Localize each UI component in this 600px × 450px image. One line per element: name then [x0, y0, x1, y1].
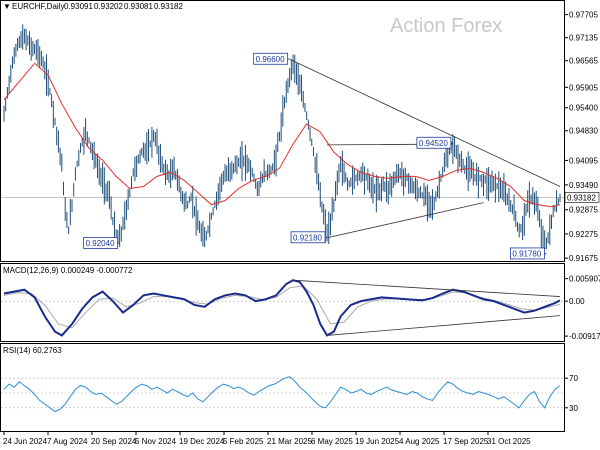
watermark-logo: Action Forex	[390, 15, 502, 37]
x-tick-label: 19 Dec 2024	[179, 437, 225, 446]
moving-average	[3, 62, 561, 208]
macd-title: MACD(12,26,9) 0.000249 -0.000772	[3, 266, 133, 275]
x-tick-label: 20 Sep 2024	[91, 437, 137, 446]
price-tick-label: 0.94095	[569, 156, 598, 165]
annotation-pointer	[287, 58, 290, 60]
ohlc-close: 0.93182	[154, 2, 183, 11]
current-price-box	[564, 192, 600, 203]
x-tick-label: 21 Mar 2025	[267, 437, 312, 446]
price-bars	[3, 24, 561, 250]
annotation-label: 0.92180	[293, 233, 322, 242]
ohlc-low: 0.93081	[124, 2, 153, 11]
annotation-pointer	[544, 253, 547, 255]
x-tick-label: 4 Aug 2025	[399, 437, 440, 446]
macd-trendline	[293, 279, 561, 297]
macd-trendline	[327, 315, 561, 336]
annotation-pointer	[324, 236, 328, 239]
price-tick-label: 0.97705	[569, 11, 598, 20]
annotation-label: 0.94520	[419, 139, 448, 148]
price-tick-label: 0.91675	[569, 254, 598, 263]
rsi-panel-frame	[0, 343, 565, 432]
price-chart-title: EURCHF,Daily	[12, 2, 64, 11]
x-tick-label: 19 Jun 2025	[355, 437, 400, 446]
x-tick-label: 5 Nov 2024	[135, 437, 176, 446]
macd-plot: 0.005907 0.00 -0.009175	[1, 275, 600, 341]
price-panel-frame	[0, 0, 565, 262]
annotation-label: 0.96600	[256, 55, 285, 64]
macd-tick-label: 0.00	[569, 297, 585, 306]
ma-line	[3, 62, 561, 208]
price-tick-label: 0.95400	[569, 104, 598, 113]
x-tick-label: 6 May 2025	[311, 437, 353, 446]
ohlc-high: 0.93202	[94, 2, 123, 11]
x-tick-label: 5 Feb 2025	[223, 437, 264, 446]
price-annotations: 0.92040 0.96600 0.92180 0.94520 0.91780	[83, 52, 547, 260]
current-price-label: 0.93182	[567, 193, 596, 202]
annotation-pointer	[450, 142, 453, 144]
price-tick-label: 0.96565	[569, 57, 598, 66]
macd-tick-label: 0.005907	[569, 275, 600, 284]
rsi-tick-label: 70	[569, 374, 578, 383]
price-tick-label: 0.95905	[569, 83, 598, 92]
price-chart-title-icon: ▼	[3, 2, 11, 11]
rsi-line	[3, 376, 561, 413]
x-tick-label: 31 Oct 2025	[487, 437, 531, 446]
price-axis: 0.97705 0.97135 0.96565 0.95905 0.95400 0.948…	[1, 11, 600, 263]
ohlc-open: 0.93091	[64, 2, 93, 11]
price-tick-label: 0.97135	[569, 34, 598, 43]
annotation-pointer	[117, 242, 120, 244]
macd-panel-frame	[0, 263, 565, 342]
annotation-label: 0.92040	[86, 239, 115, 248]
macd-tick-label: -0.009175	[569, 332, 600, 341]
x-tick-label: 24 Jun 2024	[3, 437, 48, 446]
rsi-plot: 70 30	[1, 374, 578, 413]
rsi-tick-label: 30	[569, 404, 578, 413]
price-tick-label: 0.92875	[569, 206, 598, 215]
trendline	[326, 202, 484, 239]
x-tick-label: 17 Sep 2025	[443, 437, 489, 446]
x-tick-label: 7 Aug 2024	[47, 437, 88, 446]
rsi-title: RSI(14) 60.2763	[3, 346, 62, 355]
annotation-label: 0.91780	[512, 249, 541, 258]
price-tick-label: 0.93490	[569, 181, 598, 190]
trendline	[289, 58, 561, 187]
price-tick-label: 0.94830	[569, 127, 598, 136]
price-tick-label: 0.92275	[569, 230, 598, 239]
